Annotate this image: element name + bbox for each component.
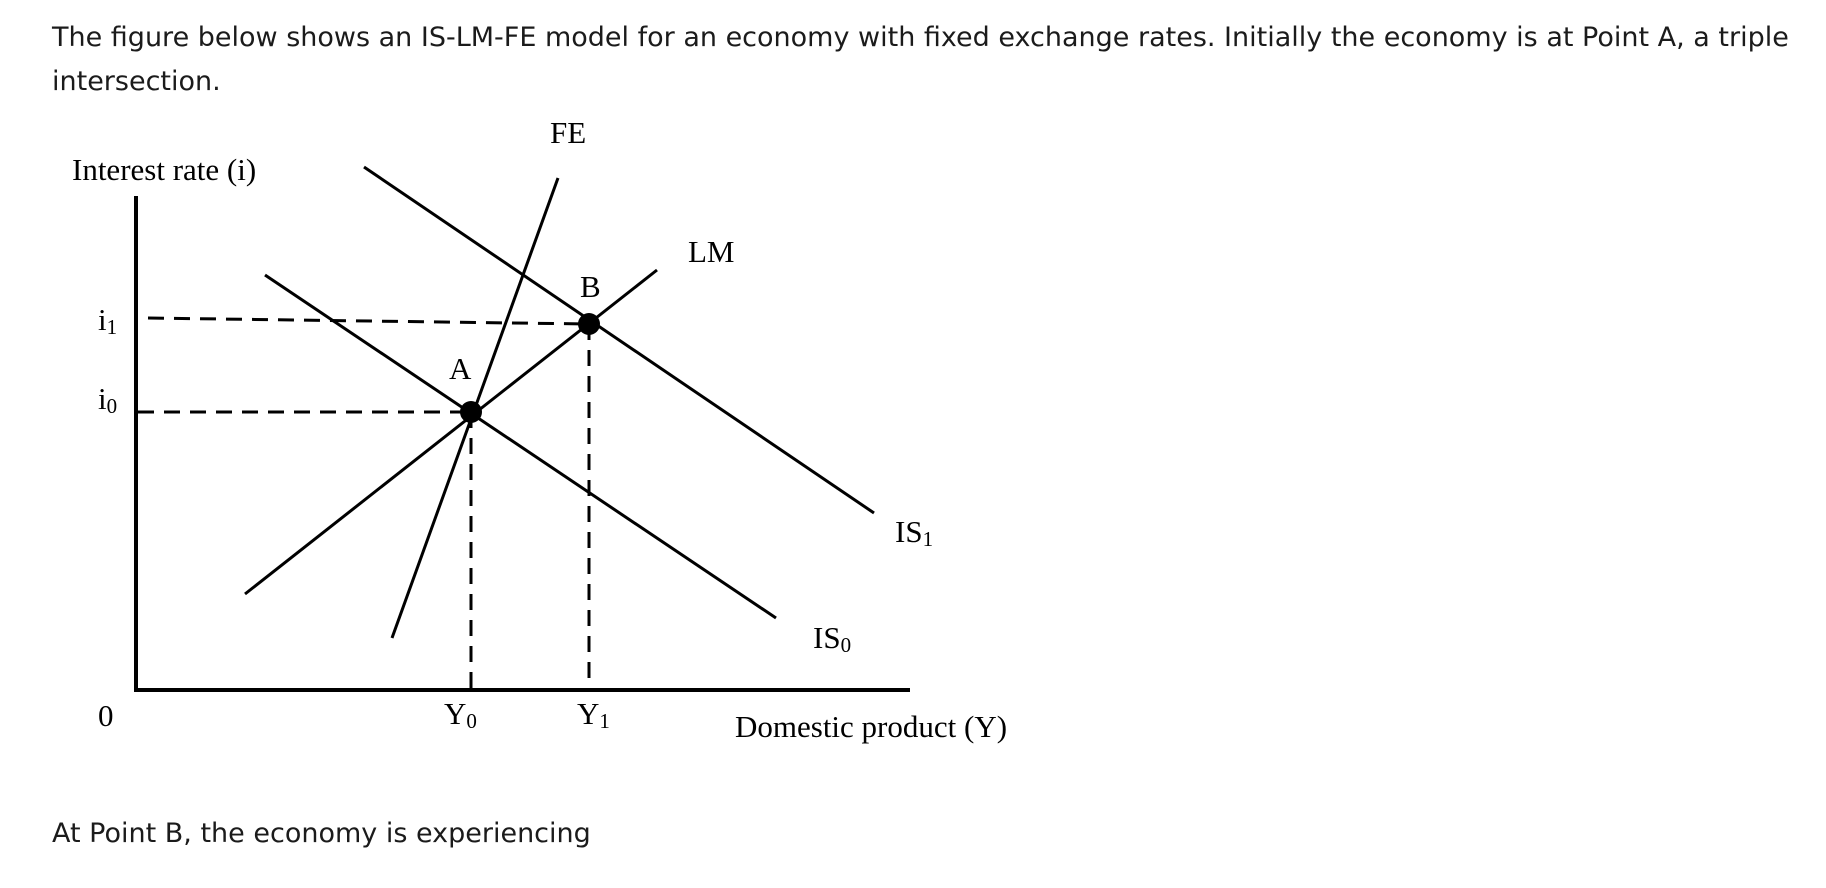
point-b-label: B <box>580 269 601 304</box>
x-axis-label: Domestic product (Y) <box>735 709 1007 744</box>
origin-label: 0 <box>98 698 114 733</box>
is0-label: IS0 <box>813 620 851 657</box>
i1-guide-line <box>147 316 589 326</box>
is1-label: IS1 <box>895 514 933 551</box>
point-a-marker <box>460 401 482 423</box>
fe-label: FE <box>550 115 586 150</box>
i0-label: i0 <box>98 381 117 418</box>
is1-curve <box>363 165 875 515</box>
y0-label: Y0 <box>444 696 477 733</box>
y1-label: Y1 <box>577 696 610 733</box>
point-a-label: A <box>449 351 472 386</box>
lm-label: LM <box>688 234 735 269</box>
is0-curve <box>264 273 777 620</box>
i1-label: i1 <box>98 302 117 339</box>
question-text: At Point B, the economy is experiencing <box>52 818 591 849</box>
y-axis-label: Interest rate (i) <box>72 152 256 187</box>
point-b-marker <box>578 313 600 335</box>
intro-text: The figure below shows an IS-LM-FE model… <box>52 22 1789 97</box>
